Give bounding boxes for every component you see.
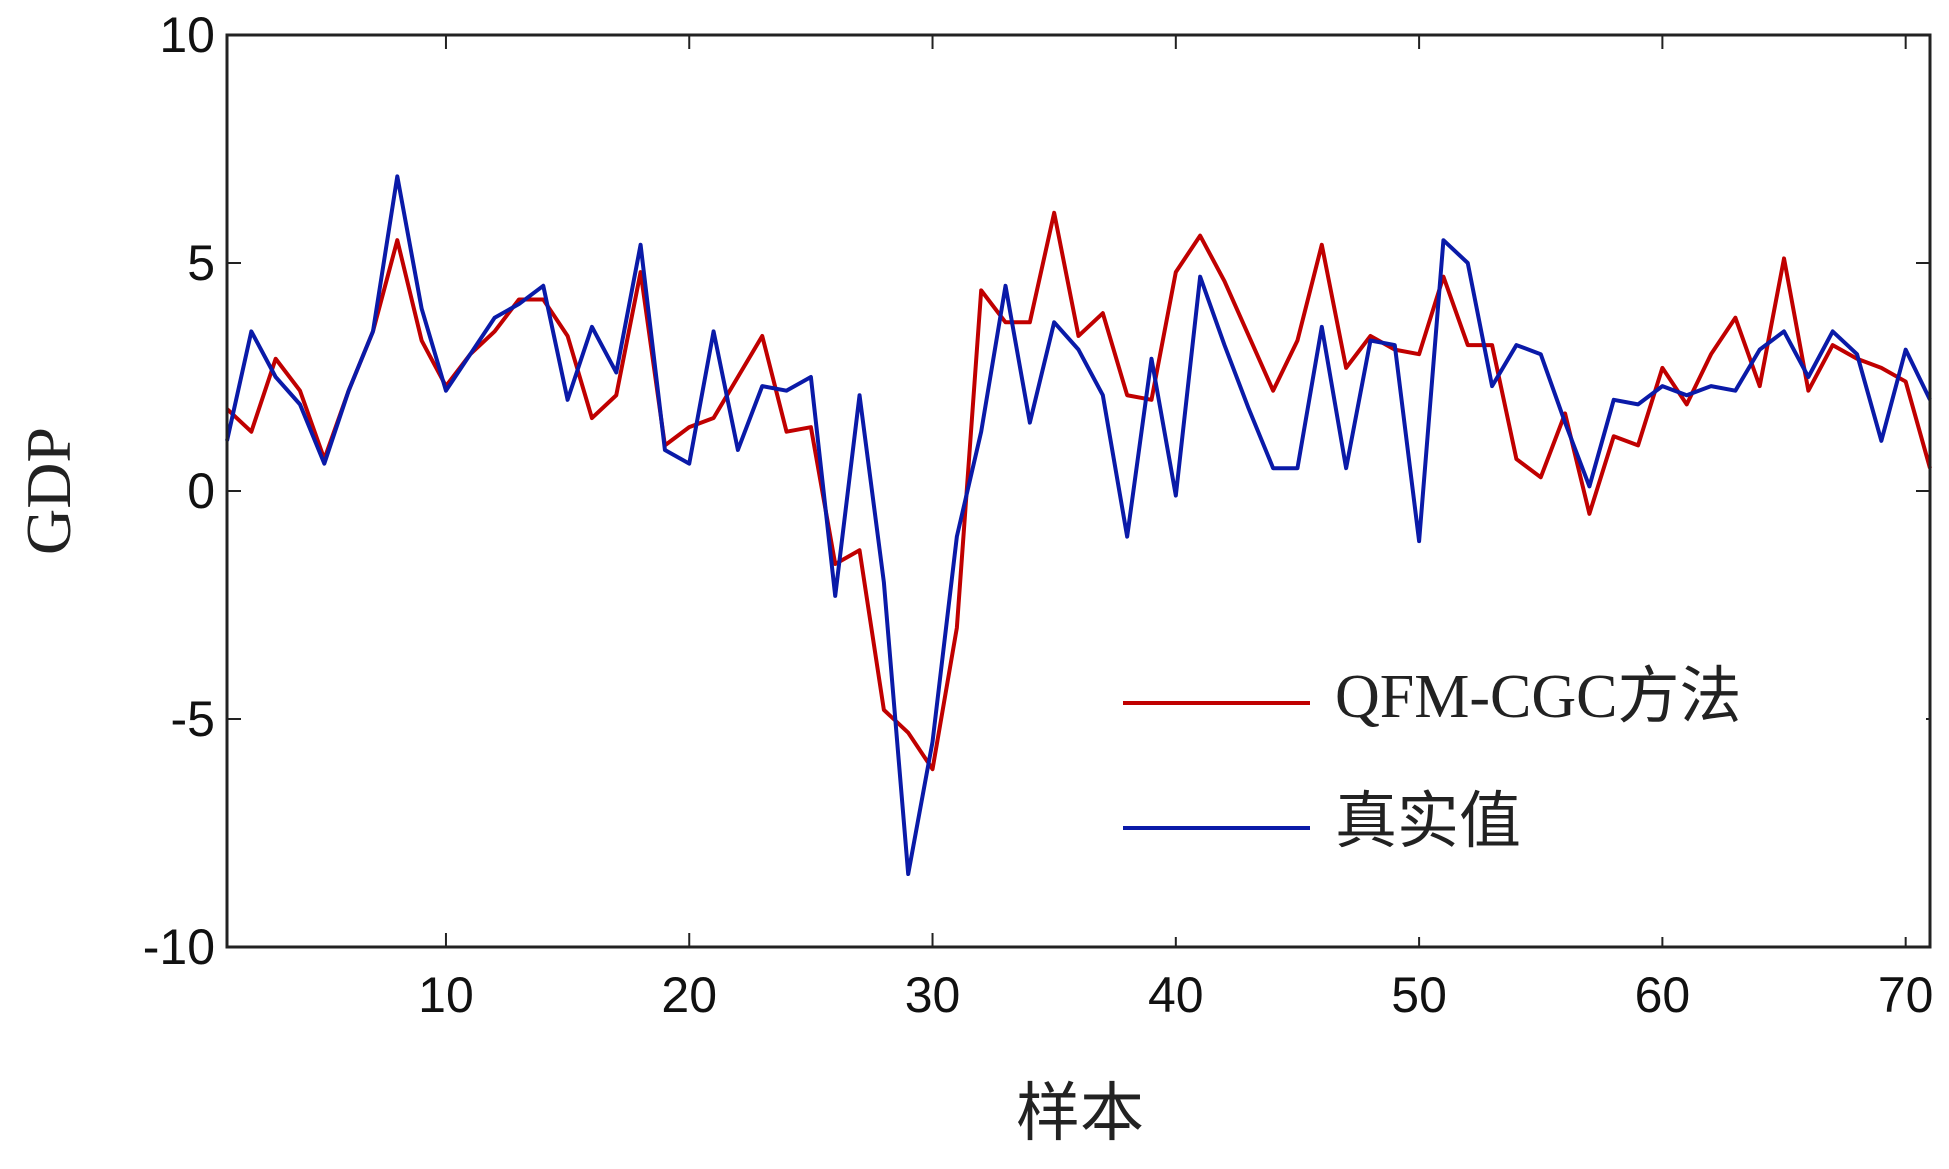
y-axis-label: GDP	[13, 427, 84, 555]
plot-frame	[225, 33, 1932, 949]
x-tick-label: 20	[661, 967, 717, 1023]
series-line	[225, 174, 1932, 877]
x-axis-label: 样本	[1016, 1078, 1144, 1149]
x-tick-label: 50	[1391, 967, 1447, 1023]
x-tick-label: 40	[1148, 967, 1204, 1023]
x-tick-label: 60	[1635, 967, 1691, 1023]
legend-label: QFM-CGC方法	[1335, 663, 1742, 731]
y-tick-label: 0	[187, 463, 215, 519]
y-tick-label: 10	[159, 7, 215, 63]
y-tick-label: 5	[187, 235, 215, 291]
y-tick-label: -10	[143, 919, 215, 975]
x-tick-label: 70	[1878, 967, 1934, 1023]
x-tick-label: 30	[905, 967, 961, 1023]
legend-label: 真实值	[1335, 788, 1521, 856]
x-tick-label: 10	[418, 967, 474, 1023]
y-tick-label: -5	[171, 691, 215, 747]
